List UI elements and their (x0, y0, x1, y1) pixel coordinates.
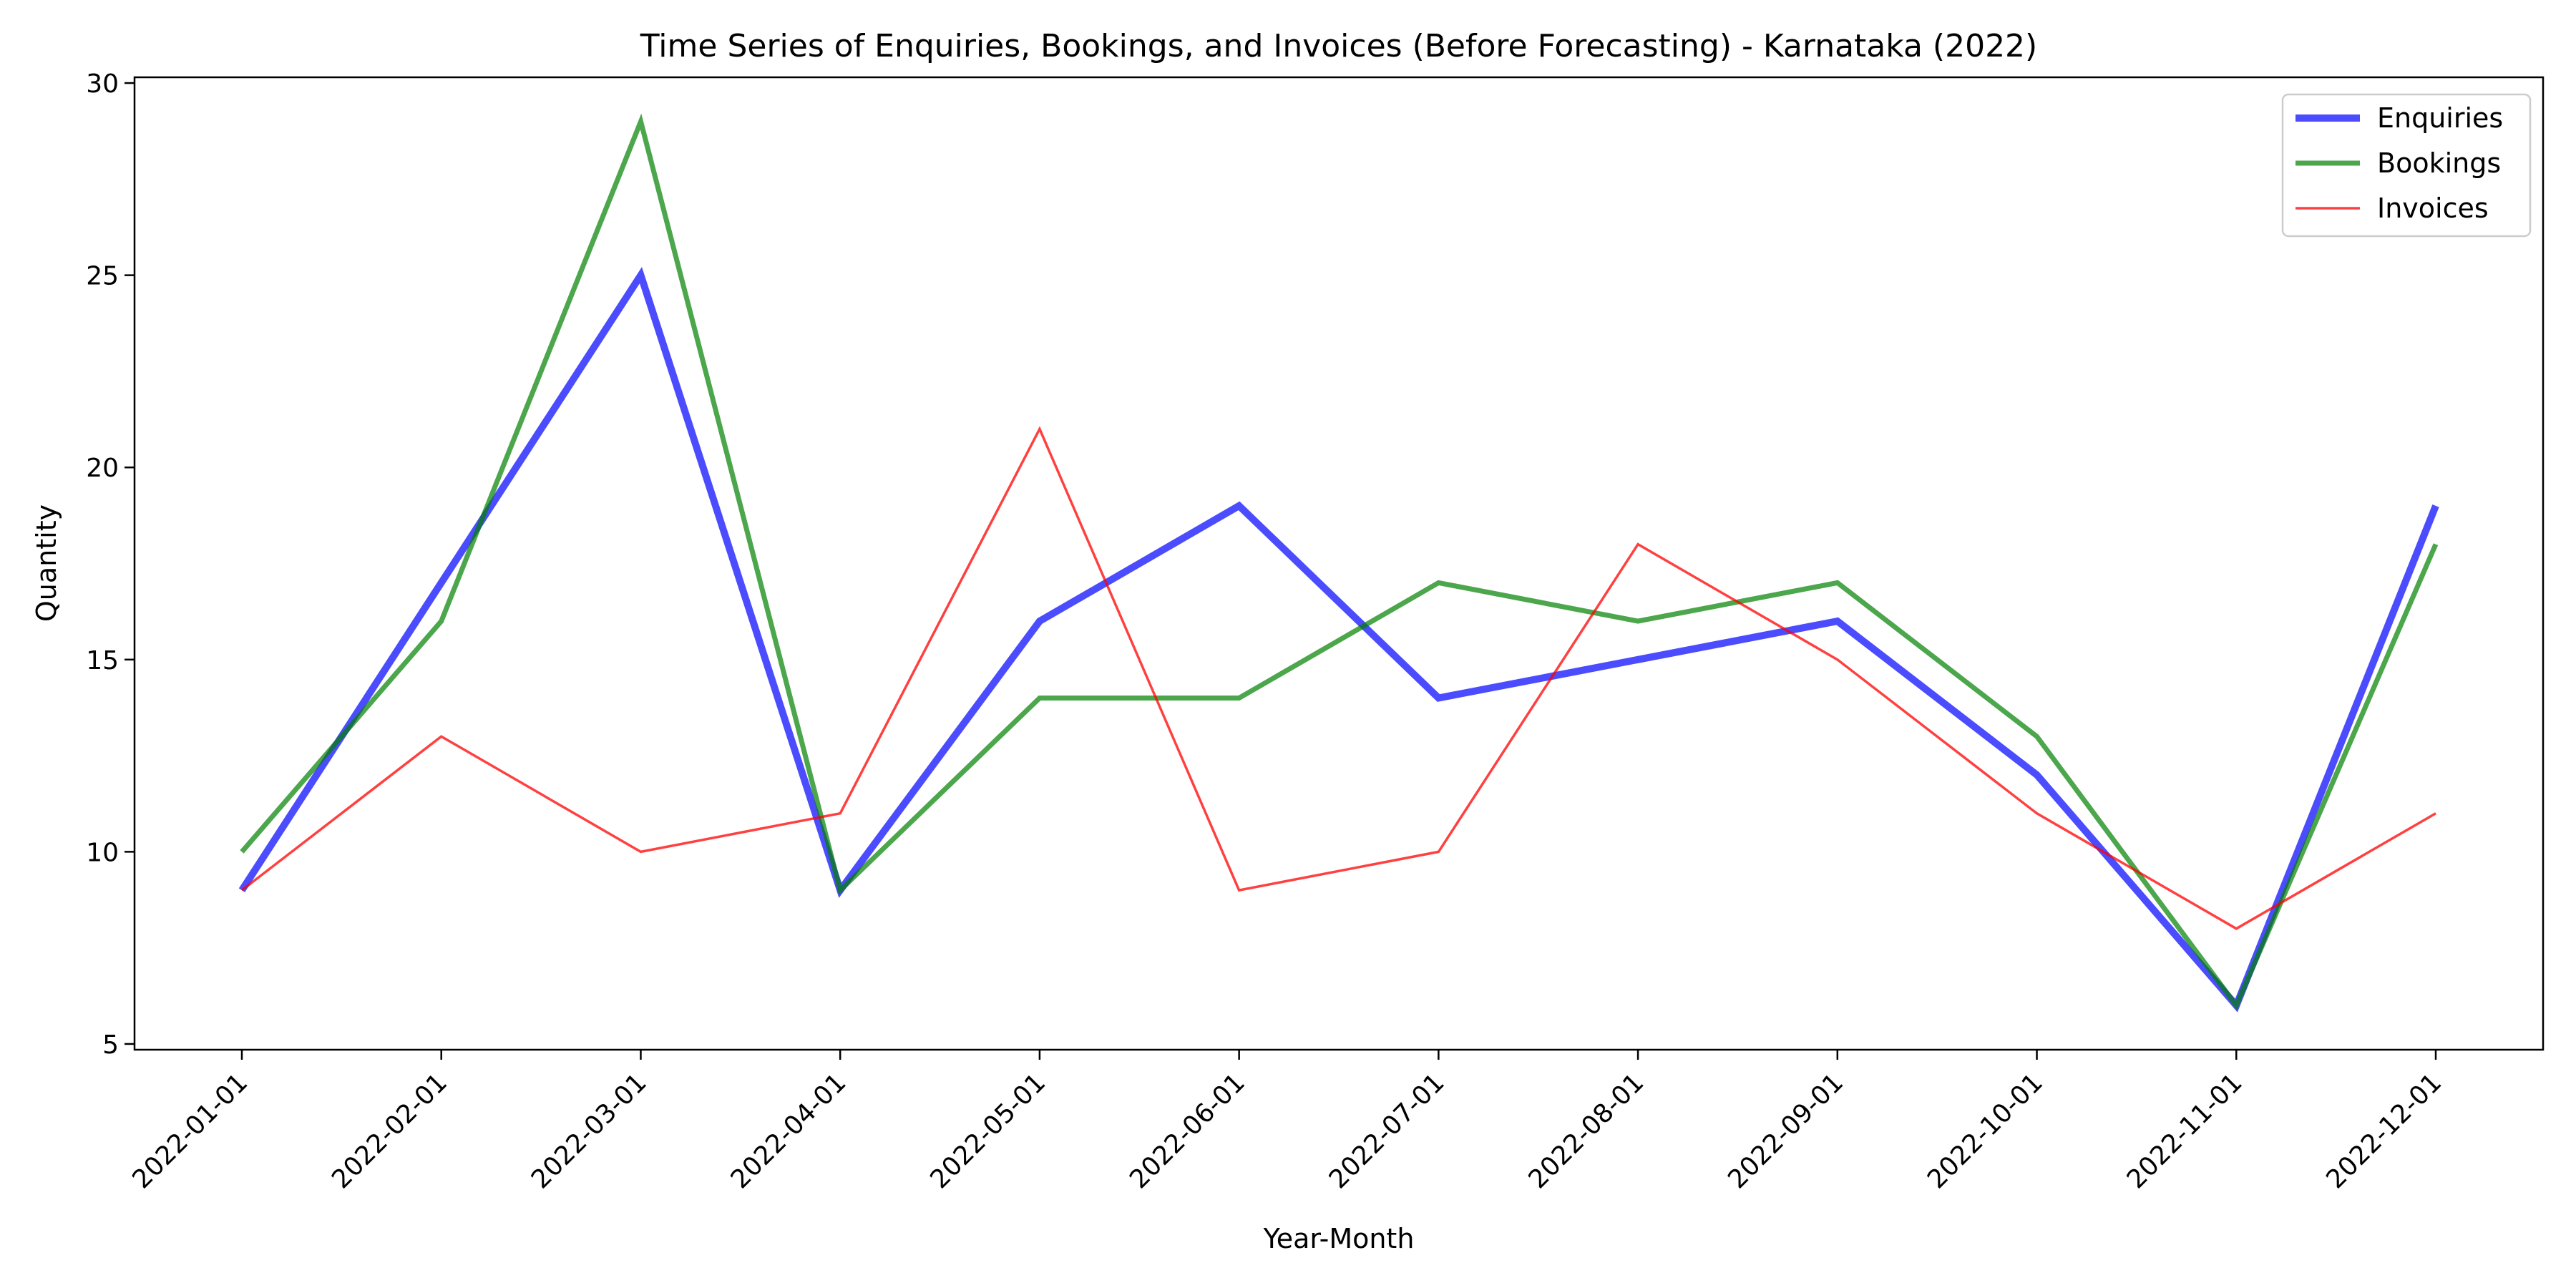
legend-box (2281, 93, 2532, 238)
y-axis-label: Quantity (31, 504, 62, 622)
series-line-invoices (240, 426, 2436, 930)
legend-label-bookings: Bookings (2377, 147, 2501, 179)
series-line-enquiries (238, 267, 2439, 1013)
series-line-bookings (240, 113, 2439, 1011)
y-tick-label-20: 20 (86, 454, 119, 483)
y-tick-label-25: 25 (86, 262, 119, 291)
chart-title: Time Series of Enquiries, Bookings, and … (640, 28, 2037, 64)
y-tick-label-30: 30 (86, 69, 119, 99)
y-tick-label-15: 15 (86, 646, 119, 675)
legend-label-enquiries: Enquiries (2377, 102, 2503, 134)
y-tick-label-5: 5 (102, 1030, 119, 1060)
y-tick-label-10: 10 (86, 838, 119, 867)
x-axis-label: Year-Month (1263, 1223, 1415, 1254)
plot-frame (133, 76, 2545, 1051)
legend-label-invoices: Invoices (2377, 192, 2489, 224)
